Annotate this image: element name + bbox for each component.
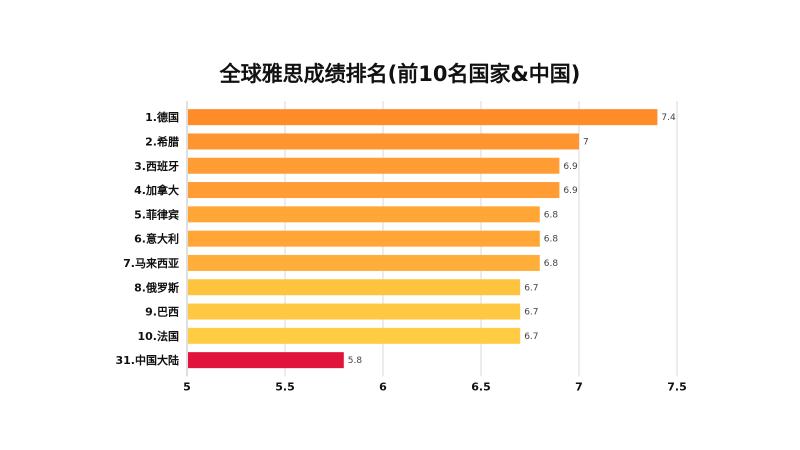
bar [188,109,658,126]
bar [188,327,521,344]
bar [188,157,560,174]
category-label: 9.巴西 [145,306,179,319]
bar [188,230,540,247]
x-tick-label: 6.5 [471,380,491,393]
chart-title: 全球雅思成绩排名(前10名国家&中国) [219,62,581,86]
data-label: 6.7 [524,283,538,293]
category-label: 10.法国 [138,329,180,343]
x-tick-label: 6 [379,380,387,393]
x-tick-label: 5.5 [275,380,295,393]
data-label: 7.4 [661,113,676,123]
data-label: 5.8 [348,356,363,366]
category-label: 5.菲律宾 [134,207,179,221]
data-label: 6.9 [563,162,578,172]
data-label: 6.8 [544,210,559,220]
category-label: 8.俄罗斯 [134,280,179,294]
data-label: 6.7 [524,308,538,318]
category-label: 1.德国 [145,110,179,124]
bar [188,303,521,320]
bar [188,279,521,296]
bar [188,254,540,271]
bar [188,352,344,369]
data-label: 6.9 [563,186,578,196]
data-label: 6.8 [544,235,559,245]
x-tick-label: 5 [183,380,191,393]
bar [188,182,560,199]
category-label: 3.西班牙 [134,159,179,173]
bar [188,206,540,223]
bar [188,133,579,150]
data-label: 6.8 [544,259,559,269]
x-tick-label: 7 [575,380,583,393]
x-tick-label: 7.5 [667,380,687,393]
category-label: 7.马来西亚 [123,256,179,270]
category-label: 2.希腊 [145,134,179,148]
data-label: 7 [583,137,589,147]
category-label: 6.意大利 [134,232,179,246]
category-label: 31.中国大陆 [116,353,180,367]
category-label: 4.加拿大 [134,183,179,197]
data-label: 6.7 [524,332,538,342]
